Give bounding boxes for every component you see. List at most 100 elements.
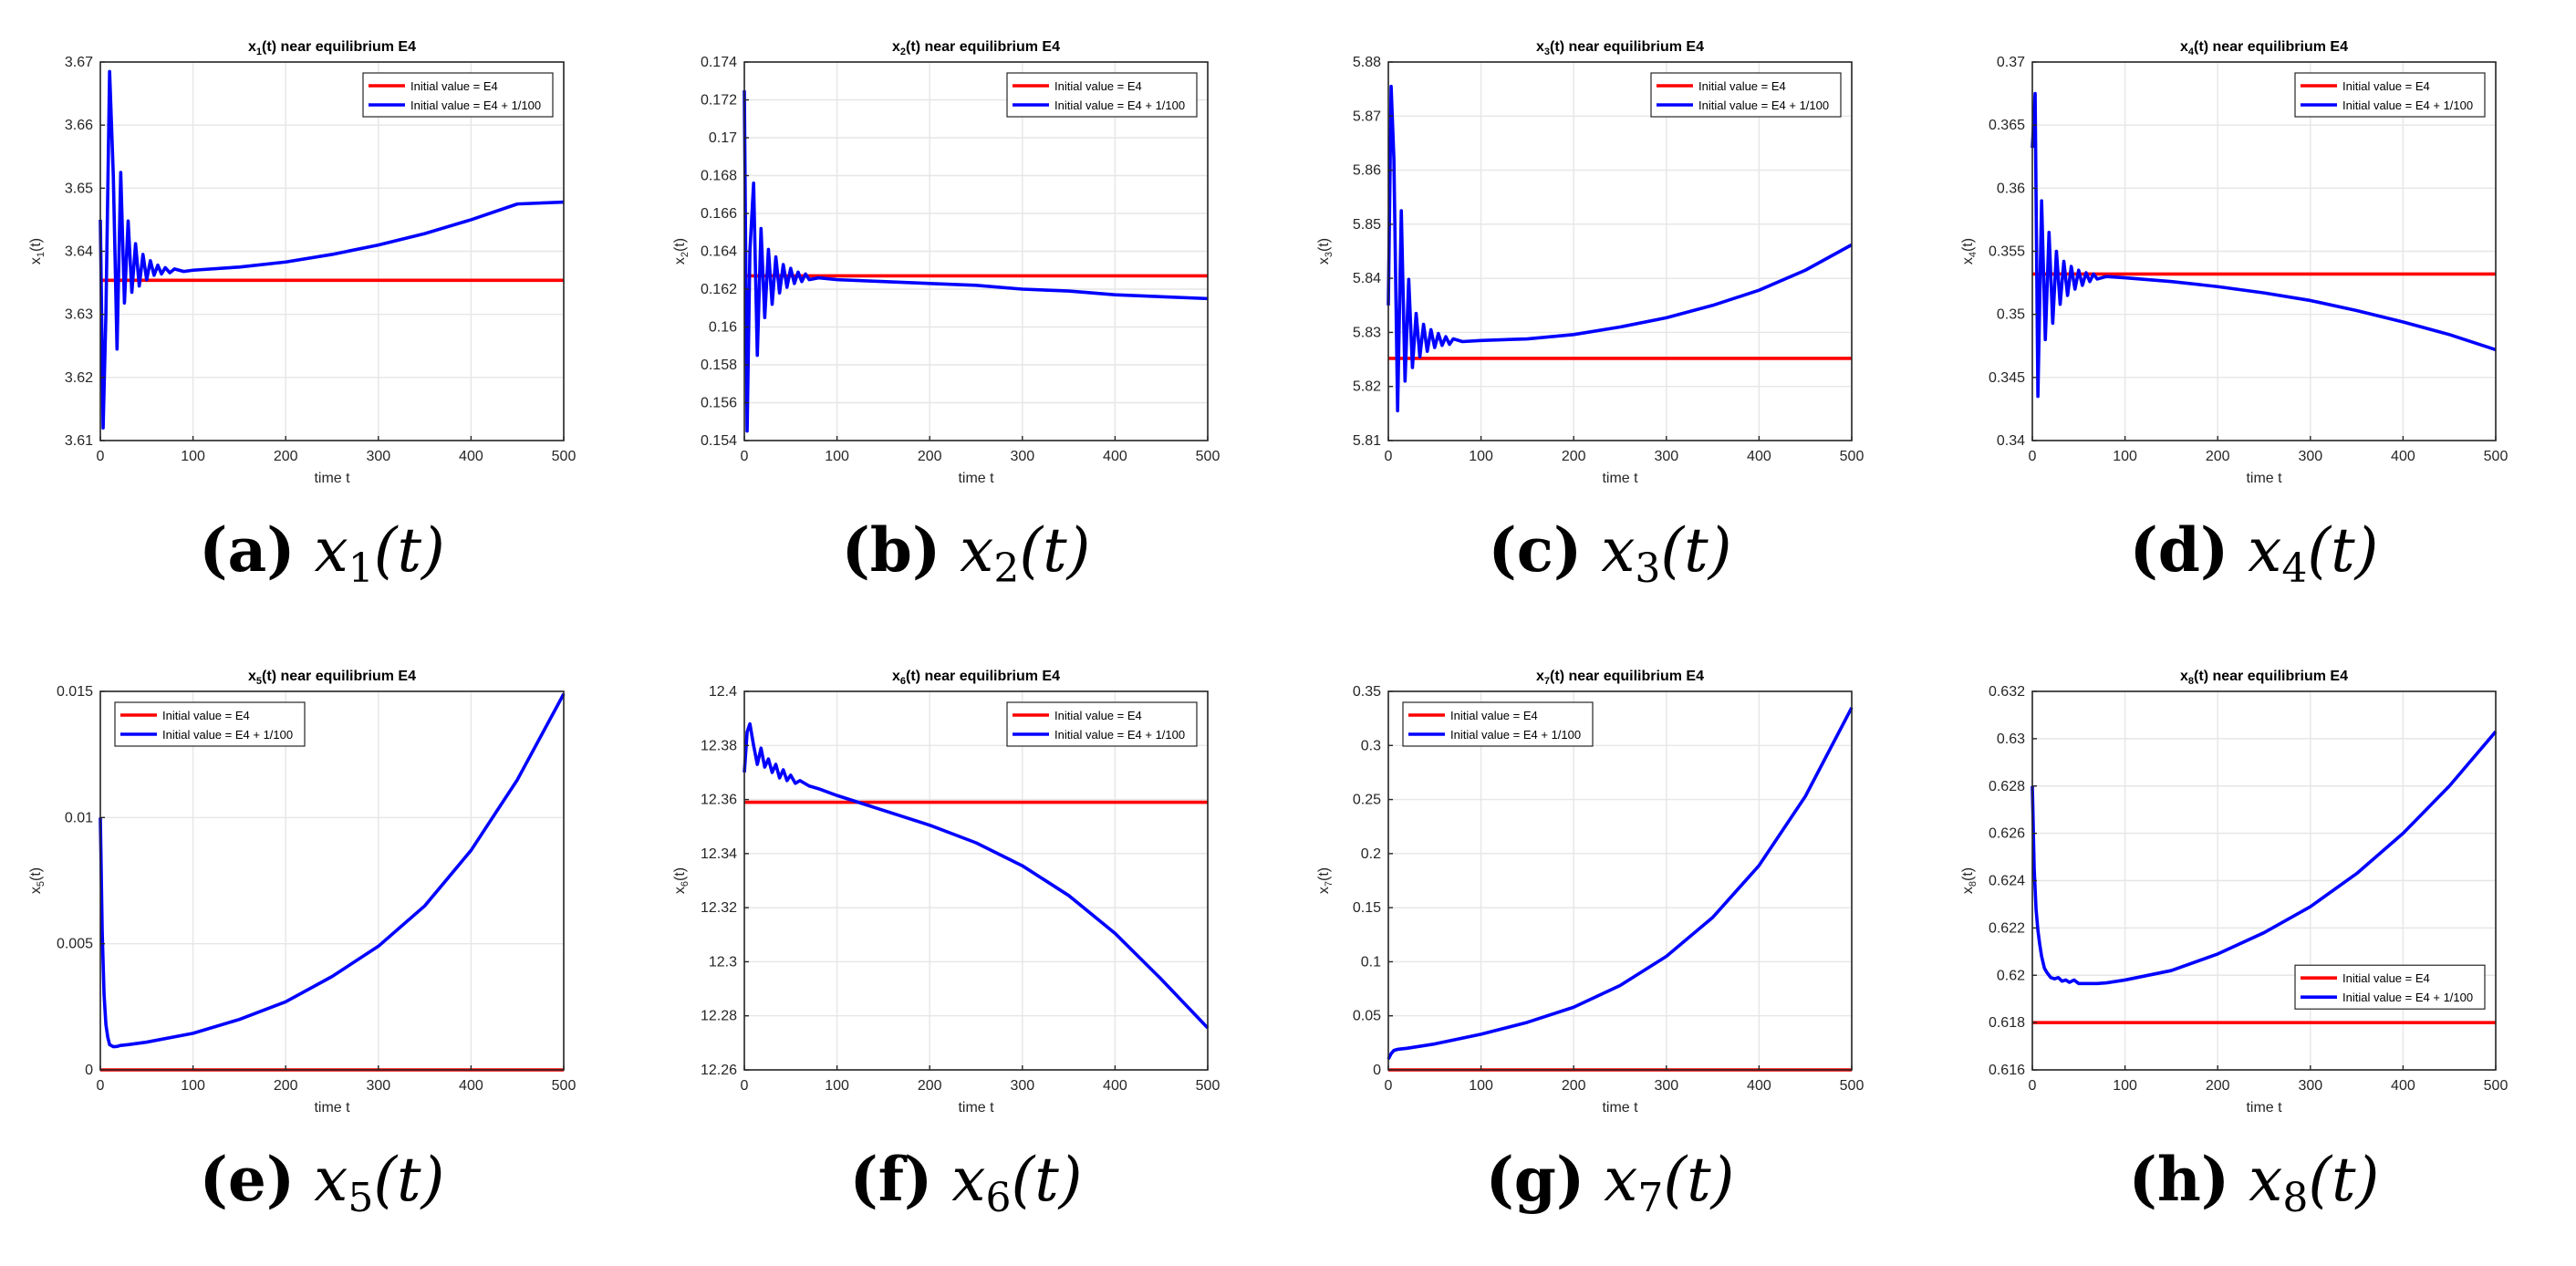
y-tick-label: 0 [85,1063,93,1078]
plot-area [744,691,1208,1070]
y-tick-label: 0.158 [701,358,737,373]
caption-arg: (t) [1663,1145,1735,1215]
y-tick-label: 0.3 [1361,738,1381,753]
chart-plot: 0 100 200 300 400 500 0.34 0.345 0.35 0.355 0.36 0.… [1960,39,2508,486]
chart-title: x7(t) near equilibrium E4 [1536,669,1704,687]
y-tick-label: 5.82 [1353,379,1381,395]
x-tick-label: 300 [1654,449,1678,464]
legend: Initial value = E4 Initial value = E4 + 1… [1650,72,1842,118]
y-tick-label: 0.62 [1997,968,2025,983]
x-tick-label: 400 [1747,1078,1771,1094]
legend-entry-label: Initial value = E4 [1450,709,1538,722]
legend: Initial value = E4 Initial value = E4 + 1… [2294,72,2486,118]
y-axis-label: x3(t) [1316,238,1335,265]
y-tick-label: 0.25 [1353,793,1381,808]
y-axis-label: x8(t) [1960,867,1979,894]
x-tick-label: 0 [741,449,749,464]
legend-box [1006,72,1198,118]
subfigure-caption: (d) x4(t) [1932,509,2576,592]
chart-title: x4(t) near equilibrium E4 [2180,39,2348,57]
y-tick-label: 0.365 [1989,118,2025,133]
caption-math: x7(t) [1604,1145,1735,1221]
caption-var: x [2249,1145,2283,1215]
y-axis-label: x1(t) [28,238,47,265]
y-tick-label: 0.2 [1361,846,1381,862]
legend-box [2294,964,2486,1010]
chart-plot: 0 100 200 300 400 500 3.61 3.62 3.63 3.64 3.65 3.66… [28,39,576,486]
x-tick-label: 300 [2298,449,2322,464]
x-tick-label: 500 [1196,449,1220,464]
y-tick-label: 0.05 [1353,1009,1381,1024]
subfigure-caption: (e) x5(t) [0,1138,644,1221]
y-tick-label: 0.166 [701,206,737,222]
caption-math: x4(t) [2248,515,2379,592]
series-line-e4-perturbed [99,692,566,1049]
x-axis-label: time t [958,471,994,486]
caption-label: (a) [199,514,296,586]
x-axis-label: time t [314,471,350,486]
x-axis-label: time t [2246,471,2282,486]
legend-entry-label: Initial value = E4 + 1/100 [162,728,293,742]
chart-plot: 0 100 200 300 400 500 0 0.005 0.01 0.015 x5(t) nea… [28,669,576,1116]
y-tick-label: 12.26 [701,1063,737,1078]
subfigure-caption: (b) x2(t) [644,509,1288,592]
legend: Initial value = E4 Initial value = E4 + 1… [1006,701,1198,747]
x-tick-label: 400 [459,449,483,464]
y-tick-label: 0.168 [701,169,737,184]
x-tick-label: 200 [2206,1078,2230,1094]
caption-sub: 4 [2281,545,2308,592]
x-tick-label: 100 [825,449,849,464]
subfigure-caption: (a) x1(t) [0,509,644,592]
caption-arg: (t) [2307,515,2379,586]
legend-box [1402,701,1594,747]
y-tick-label: 0.345 [1989,370,2025,386]
x-tick-label: 100 [2113,1078,2137,1094]
chart-title: x2(t) near equilibrium E4 [892,39,1060,57]
x-tick-label: 300 [2298,1078,2322,1094]
plot-area [1388,62,1852,441]
x-tick-label: 200 [2206,449,2230,464]
series-line-e4-perturbed [743,721,1210,1030]
caption-sub: 3 [1635,545,1661,592]
y-tick-label: 0.172 [701,93,737,109]
legend: Initial value = E4 Initial value = E4 + 1… [362,72,554,118]
series-line-e4-perturbed [99,69,565,430]
caption-math: x2(t) [960,515,1090,592]
y-tick-label: 12.34 [701,846,737,862]
legend-entry-label: Initial value = E4 + 1/100 [1450,728,1581,742]
x-axis-label: time t [1602,471,1638,486]
legend-box [114,701,306,747]
x-tick-label: 300 [1010,449,1034,464]
x-tick-label: 300 [1010,1078,1034,1094]
x-tick-label: 500 [1840,1078,1864,1094]
x-tick-label: 400 [2391,1078,2415,1094]
caption-math: x1(t) [314,515,444,592]
chart-title: x6(t) near equilibrium E4 [892,669,1060,687]
legend-entry-label: Initial value = E4 [2342,971,2430,985]
legend-box [2294,72,2486,118]
caption-var: x [314,515,348,586]
legend-entry-label: Initial value = E4 [1698,79,1786,93]
y-tick-label: 5.88 [1353,55,1381,70]
chart-panel: 0 100 200 300 400 500 12.26 12.28 12.3 12.32 12.34… [644,638,1288,1266]
caption-sub: 8 [2282,1175,2309,1221]
legend-entry-label: Initial value = E4 [162,709,250,722]
x-axis-label: time t [314,1100,350,1116]
y-tick-label: 5.84 [1353,271,1381,286]
legend-box [1006,701,1198,747]
legend-entry-label: Initial value = E4 [1054,79,1142,93]
caption-math: x3(t) [1601,515,1731,592]
y-tick-label: 12.38 [701,738,737,753]
caption-label: (f) [849,1144,933,1215]
y-tick-label: 12.28 [701,1009,737,1024]
y-tick-label: 0.162 [701,282,737,297]
legend-entry-label: Initial value = E4 + 1/100 [1054,728,1185,742]
y-tick-label: 12.32 [701,900,737,916]
caption-sub: 2 [993,545,1020,592]
legend-entry-label: Initial value = E4 [2342,79,2430,93]
y-tick-label: 0.1 [1361,954,1381,970]
y-tick-label: 5.81 [1353,433,1381,449]
x-tick-label: 400 [2391,449,2415,464]
y-tick-label: 0.156 [701,396,737,411]
x-tick-label: 0 [1385,1078,1393,1094]
